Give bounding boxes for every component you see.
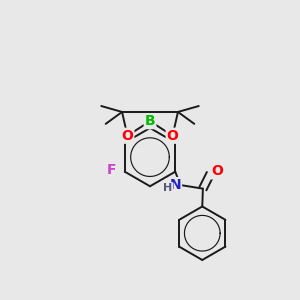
Text: N: N — [169, 178, 181, 192]
Text: F: F — [106, 163, 116, 177]
Text: O: O — [167, 129, 178, 143]
Text: O: O — [211, 164, 223, 178]
Text: O: O — [122, 129, 133, 143]
Text: H: H — [163, 183, 172, 193]
Text: B: B — [145, 114, 155, 128]
